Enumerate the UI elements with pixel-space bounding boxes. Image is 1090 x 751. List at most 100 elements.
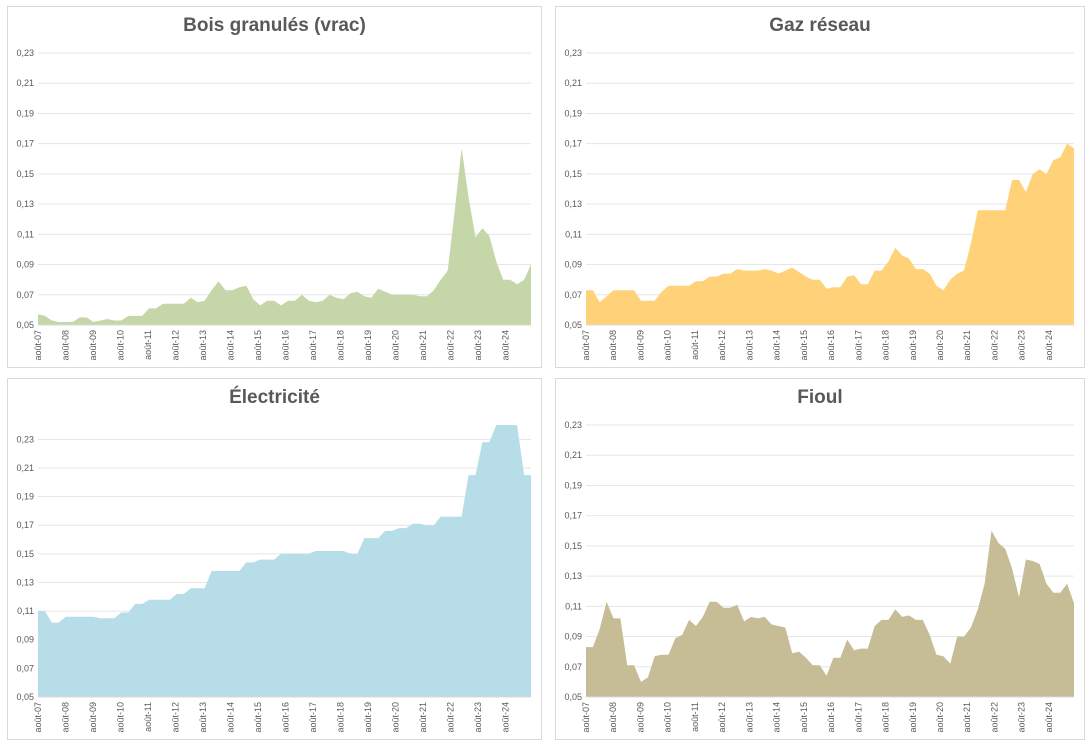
chart-title: Bois granulés (vrac) xyxy=(183,15,366,36)
x-tick-label: août-24 xyxy=(501,702,511,733)
x-tick-label: août-19 xyxy=(363,330,373,361)
x-tick-label: août-09 xyxy=(88,702,98,733)
series-area xyxy=(38,148,531,325)
x-tick-label: août-16 xyxy=(826,702,836,733)
x-tick-label: août-16 xyxy=(281,702,291,733)
y-tick-label: 0,13 xyxy=(16,199,34,209)
series-area xyxy=(586,143,1074,325)
y-tick-label: 0,19 xyxy=(16,108,34,118)
x-tick-label: août-08 xyxy=(61,702,71,733)
x-tick-label: août-15 xyxy=(799,330,809,361)
x-tick-label: août-09 xyxy=(88,330,98,361)
y-tick-label: 0,05 xyxy=(16,692,34,702)
series-area xyxy=(586,530,1074,697)
y-tick-label: 0,11 xyxy=(17,606,34,616)
x-tick-label: août-08 xyxy=(608,702,618,733)
y-tick-label: 0,05 xyxy=(16,320,34,330)
x-tick-label: août-15 xyxy=(253,330,263,361)
x-tick-label: août-21 xyxy=(418,330,428,361)
x-tick-label: août-12 xyxy=(171,702,181,733)
x-tick-label: août-09 xyxy=(636,702,646,733)
y-tick-label: 0,09 xyxy=(16,260,34,270)
chart-panel-fioul: Fioul 0,05 0,07 0,09 0,11 0,13 0,15 0,17 0,19 0,… xyxy=(555,378,1085,740)
x-tick-label: août-13 xyxy=(198,330,208,361)
x-tick-label: août-07 xyxy=(33,330,43,361)
x-tick-label: août-11 xyxy=(690,330,700,360)
x-tick-label: août-19 xyxy=(908,330,918,361)
y-tick-label: 0,17 xyxy=(16,520,34,530)
y-tick-label: 0,15 xyxy=(564,169,582,179)
x-tick-label: août-08 xyxy=(608,330,618,361)
y-tick-label: 0,15 xyxy=(16,169,34,179)
y-tick-label: 0,07 xyxy=(16,663,34,673)
x-tick-label: août-15 xyxy=(799,702,809,733)
x-tick-label: août-10 xyxy=(663,330,673,361)
y-tick-label: 0,09 xyxy=(564,260,582,270)
x-tick-label: août-14 xyxy=(226,702,236,733)
x-tick-label: août-18 xyxy=(881,702,891,733)
x-tick-label: août-14 xyxy=(772,330,782,361)
y-tick-label: 0,21 xyxy=(16,463,34,473)
x-tick-label: août-13 xyxy=(198,702,208,733)
x-tick-label: août-17 xyxy=(853,330,863,361)
y-tick-label: 0,23 xyxy=(16,434,34,444)
y-tick-label: 0,15 xyxy=(564,541,582,551)
x-tick-label: août-23 xyxy=(1017,330,1027,361)
x-tick-label: août-18 xyxy=(336,330,346,361)
x-tick-label: août-14 xyxy=(226,330,236,361)
y-tick-label: 0,15 xyxy=(16,549,34,559)
x-tick-label: août-17 xyxy=(853,702,863,733)
x-tick-label: août-23 xyxy=(1017,702,1027,733)
x-tick-label: août-07 xyxy=(581,330,591,361)
x-tick-label: août-12 xyxy=(717,330,727,361)
y-tick-label: 0,17 xyxy=(16,139,34,149)
y-tick-label: 0,13 xyxy=(16,577,34,587)
x-tick-label: août-18 xyxy=(336,702,346,733)
x-tick-label: août-21 xyxy=(418,702,428,733)
chart-plot-gaz-reseau: 0,05 0,07 0,09 0,11 0,13 0,15 0,17 0,19 0,21 0,23… xyxy=(564,48,1074,361)
chart-panel-gaz-reseau: Gaz réseau 0,05 0,07 0,09 0,11 0,13 0,15 0,17 0… xyxy=(555,6,1085,368)
x-tick-label: août-13 xyxy=(744,702,754,733)
x-tick-label: août-22 xyxy=(446,702,456,733)
x-tick-label: août-16 xyxy=(826,330,836,361)
x-tick-label: août-23 xyxy=(473,702,483,733)
x-tick-label: août-19 xyxy=(363,702,373,733)
y-tick-label: 0,19 xyxy=(564,108,582,118)
chart-panel-bois-granules: Bois granulés (vrac) 0,05 0,07 0,09 0,11 0,1… xyxy=(7,6,542,368)
y-tick-label: 0,19 xyxy=(564,480,582,490)
x-tick-label: août-19 xyxy=(908,702,918,733)
x-tick-label: août-20 xyxy=(391,702,401,733)
x-tick-label: août-11 xyxy=(143,330,153,360)
x-tick-label: août-17 xyxy=(308,330,318,361)
x-tick-label: août-21 xyxy=(962,702,972,733)
x-tick-label: août-10 xyxy=(663,702,673,733)
y-tick-label: 0,05 xyxy=(564,692,582,702)
x-tick-label: août-09 xyxy=(636,330,646,361)
y-tick-label: 0,13 xyxy=(564,571,582,581)
x-tick-label: août-20 xyxy=(935,330,945,361)
y-tick-label: 0,11 xyxy=(565,229,582,239)
x-tick-label: août-13 xyxy=(744,330,754,361)
chart-title: Électricité xyxy=(229,387,320,408)
chart-plot-bois-granules: 0,05 0,07 0,09 0,11 0,13 0,15 0,17 0,19 0,21 0,23… xyxy=(16,48,531,361)
x-tick-label: août-20 xyxy=(935,702,945,733)
y-tick-label: 0,21 xyxy=(564,78,582,88)
x-tick-label: août-22 xyxy=(446,330,456,361)
x-tick-label: août-22 xyxy=(990,330,1000,361)
chart-panel-electricite: Électricité 0,05 0,07 0,09 0,11 0,13 0,15 0,17… xyxy=(7,378,542,740)
chart-title: Fioul xyxy=(797,387,843,408)
x-tick-label: août-07 xyxy=(581,702,591,733)
x-tick-label: août-24 xyxy=(1044,702,1054,733)
y-tick-label: 0,23 xyxy=(16,48,34,58)
y-tick-label: 0,23 xyxy=(564,420,582,430)
x-tick-label: août-18 xyxy=(881,330,891,361)
x-tick-label: août-17 xyxy=(308,702,318,733)
x-tick-label: août-20 xyxy=(391,330,401,361)
y-tick-label: 0,07 xyxy=(16,290,34,300)
y-tick-label: 0,21 xyxy=(16,78,34,88)
y-tick-label: 0,23 xyxy=(564,48,582,58)
x-tick-label: août-10 xyxy=(116,330,126,361)
x-tick-label: août-10 xyxy=(116,702,126,733)
y-tick-label: 0,07 xyxy=(564,290,582,300)
y-tick-label: 0,05 xyxy=(564,320,582,330)
